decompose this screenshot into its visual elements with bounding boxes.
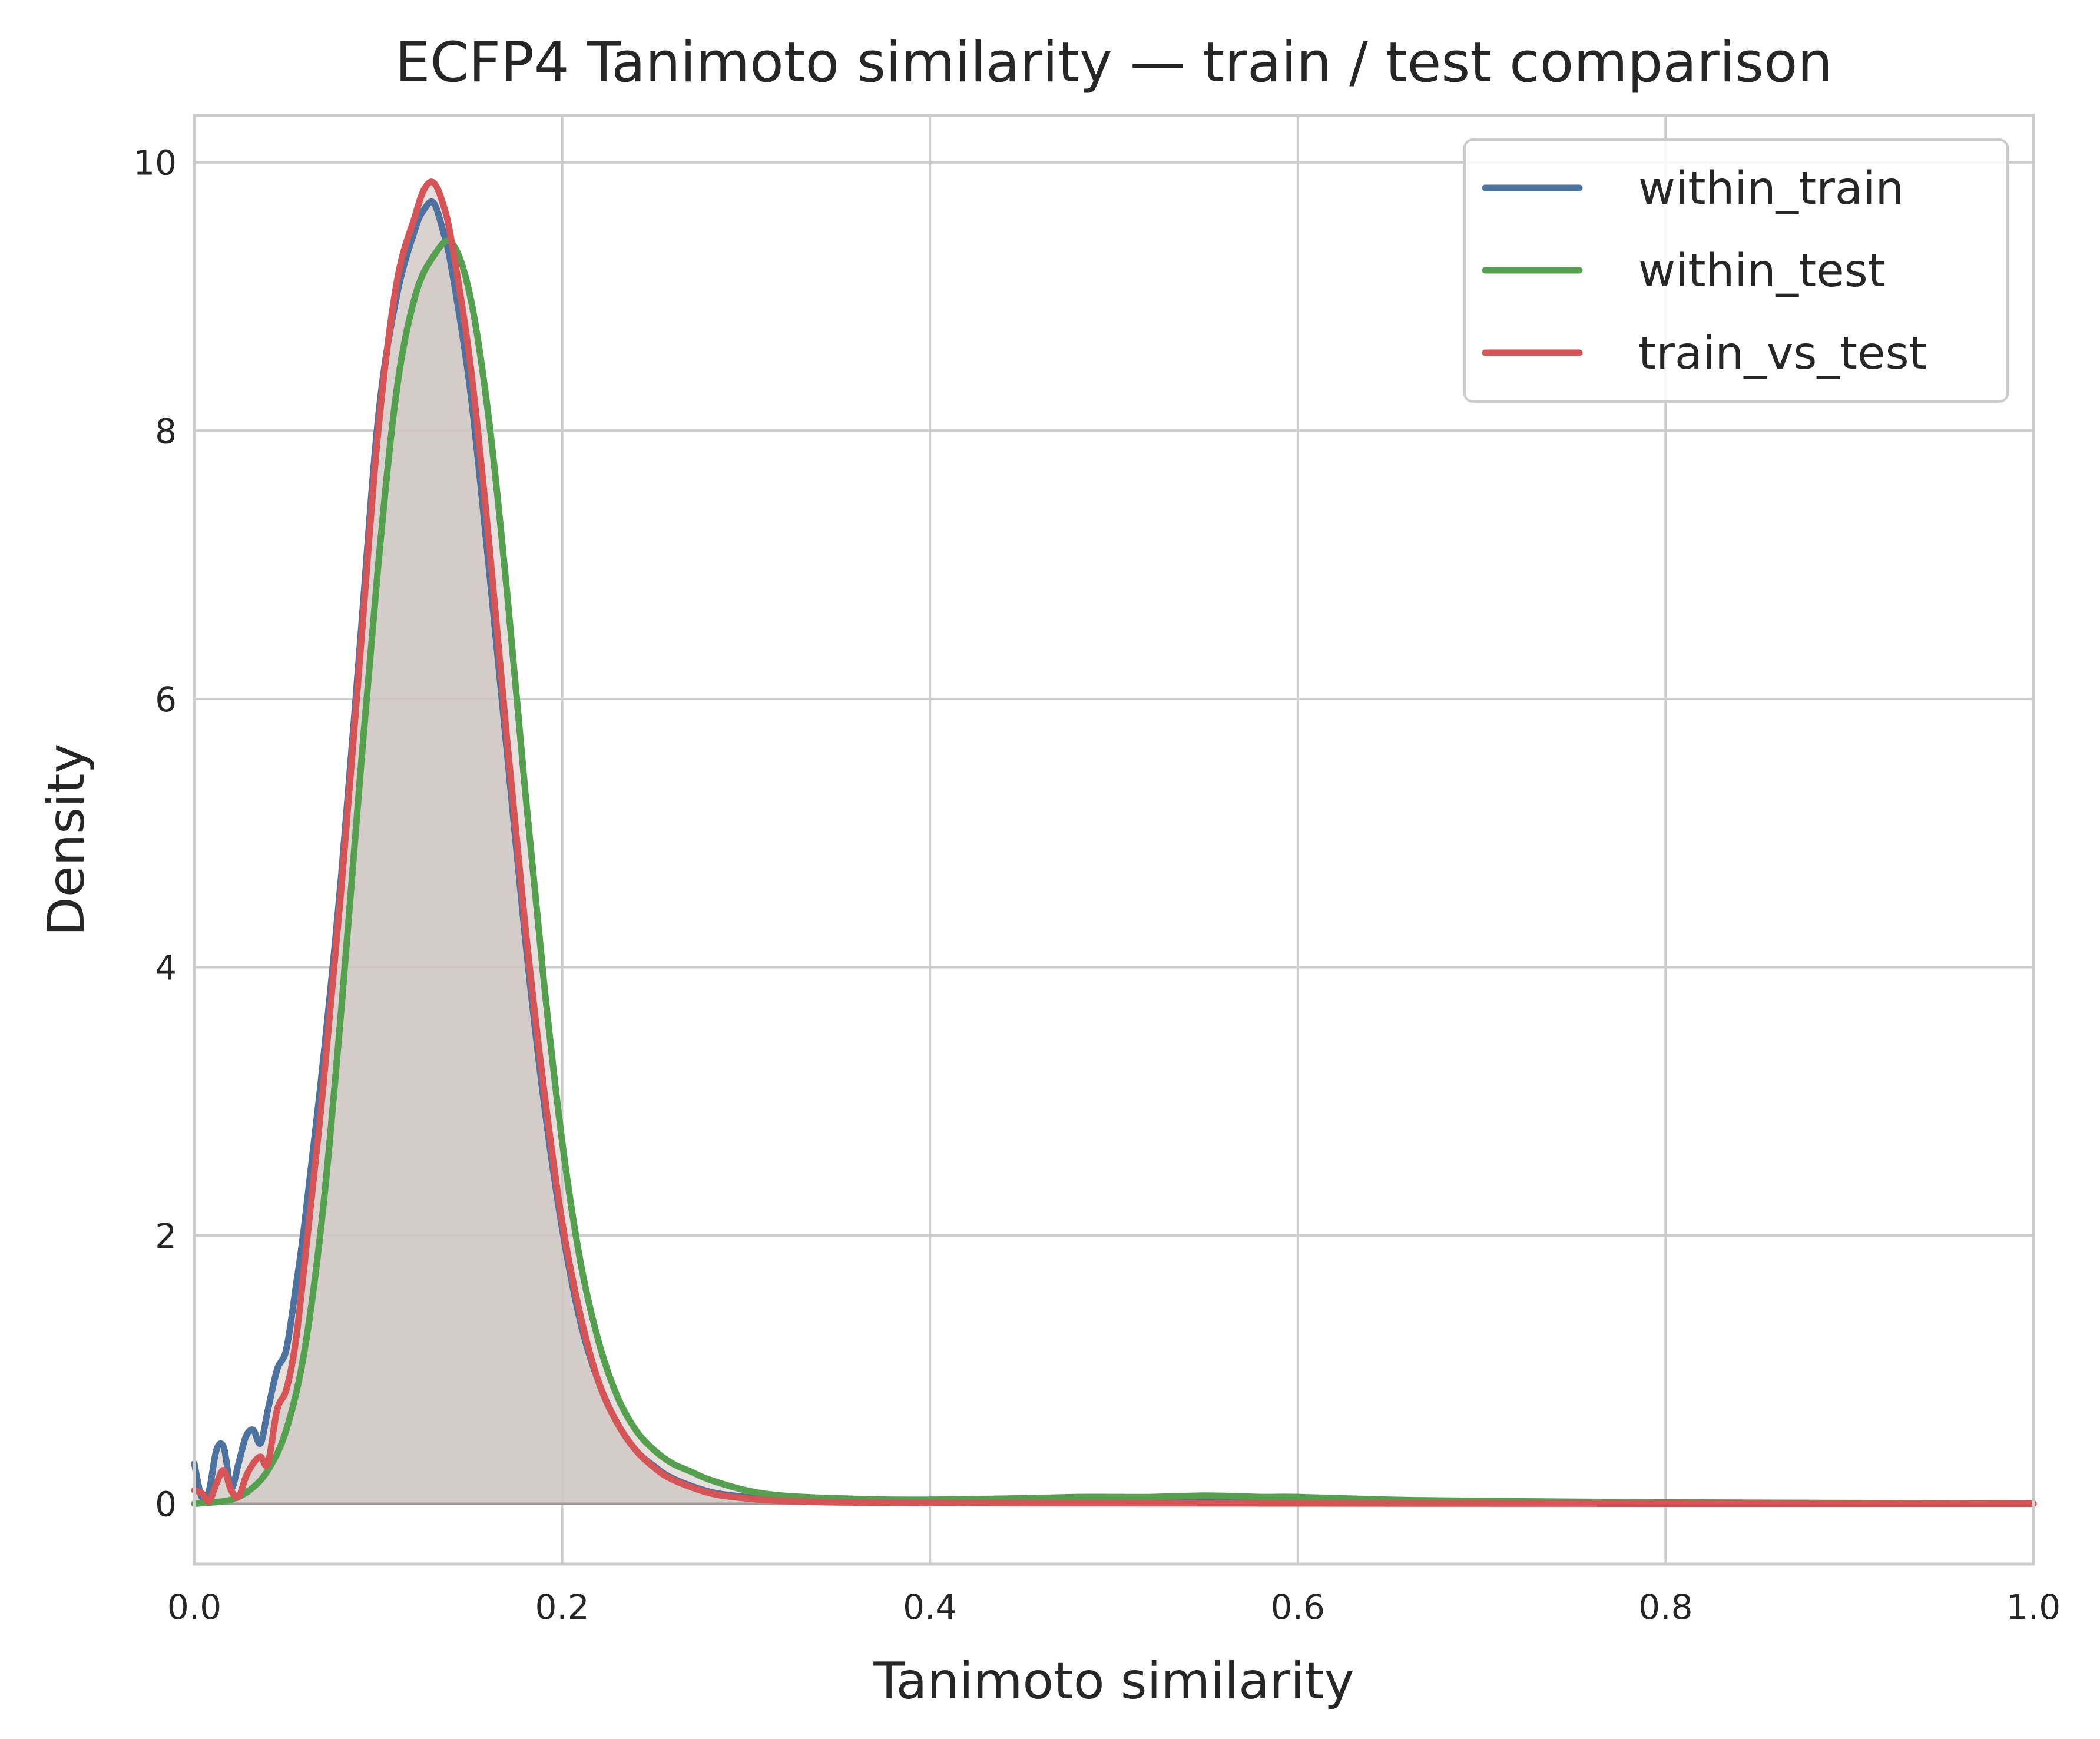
y-tick-label: 8 bbox=[155, 411, 177, 451]
chart-title: ECFP4 Tanimoto similarity — train / test… bbox=[395, 31, 1833, 95]
y-axis-label: Density bbox=[37, 744, 96, 936]
density-fills bbox=[194, 182, 2033, 1504]
series-line-within_test bbox=[191, 237, 2037, 1507]
x-tick-label: 0.8 bbox=[1638, 1587, 1692, 1627]
legend-label-train_vs_test: train_vs_test bbox=[1638, 327, 1927, 380]
legend-box bbox=[1463, 138, 2009, 403]
x-tick-label: 0.4 bbox=[903, 1587, 957, 1627]
density-fill-train_vs_test bbox=[194, 182, 2033, 1504]
x-tick-label: 1.0 bbox=[2006, 1587, 2061, 1627]
legend-label-within_test: within_test bbox=[1638, 245, 1886, 297]
legend-label-within_train: within_train bbox=[1638, 163, 1904, 215]
x-axis-ticks: 0.0 0.2 0.4 0.6 0.8 1.0 bbox=[167, 1587, 2061, 1627]
y-tick-label: 4 bbox=[155, 948, 177, 988]
x-axis-label: Tanimoto similarity bbox=[873, 1652, 1354, 1711]
x-tick-label: 0.0 bbox=[167, 1587, 221, 1627]
series-line-train_vs_test bbox=[191, 178, 2037, 1508]
x-tick-label: 0.2 bbox=[535, 1587, 589, 1627]
x-tick-label: 0.6 bbox=[1271, 1587, 1325, 1627]
y-tick-label: 2 bbox=[155, 1216, 177, 1256]
density-lines bbox=[191, 178, 2037, 1508]
plot-frame bbox=[193, 114, 2035, 1566]
y-axis-ticks: 0 2 4 6 8 10 bbox=[133, 143, 177, 1525]
y-tick-label: 10 bbox=[133, 143, 177, 183]
y-tick-label: 0 bbox=[155, 1485, 177, 1525]
y-tick-label: 6 bbox=[155, 680, 177, 720]
legend: within_train within_test train_vs_test bbox=[1463, 138, 2009, 403]
